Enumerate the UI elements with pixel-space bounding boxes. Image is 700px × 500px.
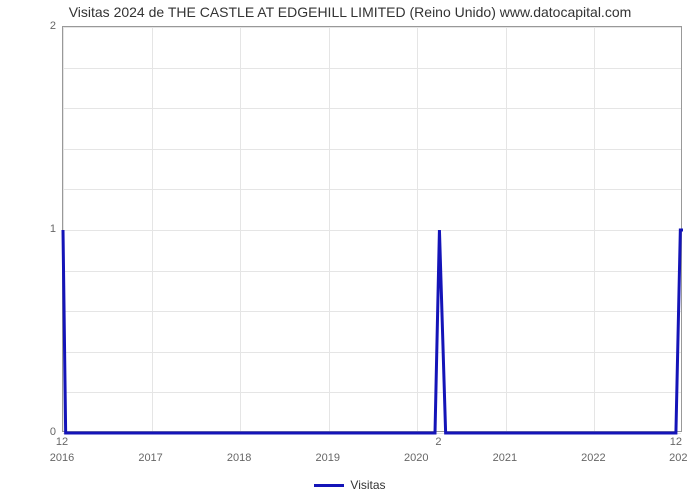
legend-swatch — [314, 484, 344, 487]
plot-area — [62, 26, 682, 432]
x-tick-label: 2021 — [493, 452, 517, 464]
x-tick-label: 2022 — [581, 452, 605, 464]
chart-container: { "chart": { "type": "line", "title": "V… — [0, 0, 700, 500]
legend: Visitas — [0, 478, 700, 492]
x-tick-label: 202 — [669, 452, 687, 464]
legend-label: Visitas — [350, 478, 385, 492]
x-tick-label: 2016 — [50, 452, 74, 464]
data-point-label: 12 — [56, 436, 68, 448]
series-line — [63, 230, 683, 433]
series-line-layer — [63, 27, 683, 433]
data-point-label: 12 — [670, 436, 682, 448]
x-tick-label: 2019 — [315, 452, 339, 464]
x-tick-label: 2017 — [138, 452, 162, 464]
y-tick-label: 2 — [50, 20, 56, 32]
x-tick-label: 2020 — [404, 452, 428, 464]
x-tick-label: 2018 — [227, 452, 251, 464]
y-tick-label: 1 — [50, 223, 56, 235]
chart-title: Visitas 2024 de THE CASTLE AT EDGEHILL L… — [0, 4, 700, 20]
data-point-label: 2 — [435, 436, 441, 448]
